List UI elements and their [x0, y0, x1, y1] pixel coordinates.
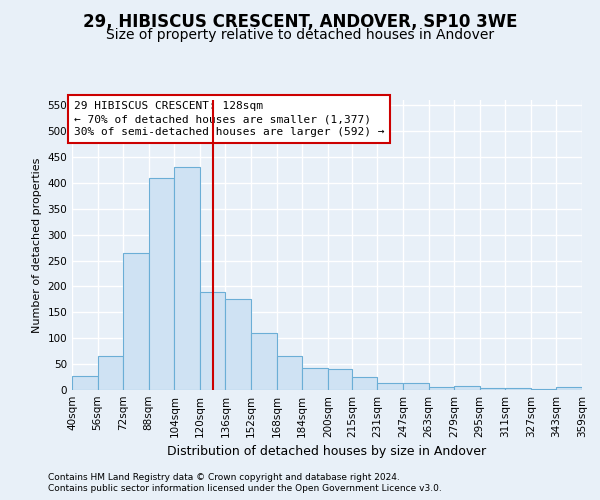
Text: 29, HIBISCUS CRESCENT, ANDOVER, SP10 3WE: 29, HIBISCUS CRESCENT, ANDOVER, SP10 3WE	[83, 12, 517, 30]
Bar	[251, 333, 277, 390]
Bar	[556, 388, 582, 390]
Bar	[226, 300, 251, 390]
Bar	[175, 168, 200, 390]
Bar	[505, 388, 531, 390]
Bar	[72, 376, 98, 390]
Y-axis label: Number of detached properties: Number of detached properties	[32, 158, 42, 332]
Text: Contains public sector information licensed under the Open Government Licence v3: Contains public sector information licen…	[48, 484, 442, 493]
Bar	[98, 356, 123, 390]
Bar	[403, 383, 428, 390]
Text: Contains HM Land Registry data © Crown copyright and database right 2024.: Contains HM Land Registry data © Crown c…	[48, 472, 400, 482]
Bar	[123, 253, 149, 390]
Bar	[352, 377, 377, 390]
Text: Size of property relative to detached houses in Andover: Size of property relative to detached ho…	[106, 28, 494, 42]
Bar	[377, 383, 403, 390]
X-axis label: Distribution of detached houses by size in Andover: Distribution of detached houses by size …	[167, 446, 487, 458]
Bar	[531, 389, 556, 390]
Bar	[200, 292, 226, 390]
Bar	[149, 178, 175, 390]
Text: 29 HIBISCUS CRESCENT: 128sqm
← 70% of detached houses are smaller (1,377)
30% of: 29 HIBISCUS CRESCENT: 128sqm ← 70% of de…	[74, 101, 384, 138]
Bar	[479, 388, 505, 390]
Bar	[277, 356, 302, 390]
Bar	[302, 368, 328, 390]
Bar	[428, 388, 454, 390]
Bar	[328, 370, 352, 390]
Bar	[454, 386, 479, 390]
